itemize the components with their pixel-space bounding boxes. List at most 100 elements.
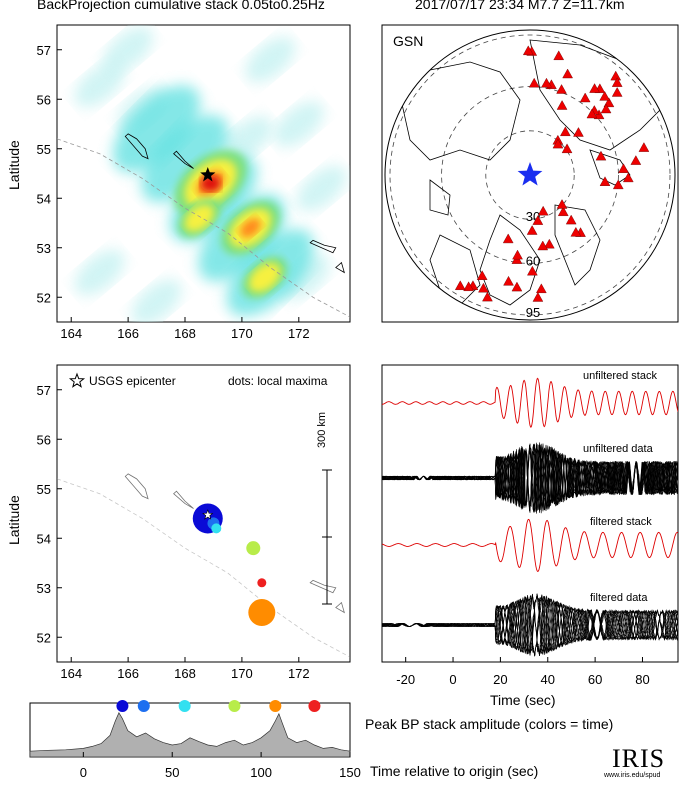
- station-triangle: [630, 155, 642, 165]
- scale-bar-label: 300 km: [316, 411, 328, 448]
- time-marker-dot: [116, 700, 129, 712]
- faint-blob: [131, 279, 182, 322]
- x-tick-label: 0: [449, 672, 456, 687]
- time-marker-dot: [228, 700, 241, 712]
- cyan-band: [141, 115, 229, 203]
- waveform: [382, 596, 678, 657]
- x-tick-label: 40: [541, 672, 555, 687]
- faint-blob: [245, 36, 296, 83]
- station-triangle: [612, 179, 624, 190]
- time-marker-dot: [137, 700, 150, 712]
- station-triangle: [557, 206, 569, 217]
- x-tick-label: 20: [493, 672, 507, 687]
- x-tick-label: 100: [250, 765, 272, 780]
- x-tick-label: 50: [165, 765, 179, 780]
- island-outline: [173, 490, 194, 509]
- bp-ylabel: Latitude: [6, 140, 22, 190]
- hotspot-orange: [240, 218, 261, 238]
- station-triangle: [526, 225, 538, 235]
- island-outline: [309, 239, 337, 254]
- x-tick-label: 170: [231, 666, 253, 681]
- x-tick-label: 172: [288, 666, 310, 681]
- coastline-group: [57, 473, 350, 658]
- y-tick-label: 53: [37, 241, 51, 256]
- ring-label: 60: [526, 253, 540, 268]
- station-triangle: [565, 214, 577, 225]
- station-triangle: [599, 91, 611, 101]
- cyan-band: [112, 85, 201, 173]
- station-triangle: [532, 292, 544, 302]
- x-tick-label: 170: [231, 326, 253, 341]
- y-tick-label: 56: [37, 92, 51, 107]
- x-tick-label: 168: [174, 666, 196, 681]
- station-triangle: [589, 83, 600, 93]
- waveform: [382, 594, 678, 655]
- station-triangle: [552, 138, 564, 149]
- station-triangle: [454, 280, 466, 290]
- station-triangle: [638, 142, 650, 152]
- waveform: [382, 445, 678, 510]
- station-triangle: [556, 199, 568, 209]
- station-network-label: GSN: [393, 33, 424, 49]
- station-triangle: [528, 77, 540, 88]
- waveform: [382, 443, 678, 512]
- y-tick-label: 55: [37, 482, 51, 497]
- x-tick-label: 166: [117, 326, 139, 341]
- station-triangle: [532, 215, 544, 225]
- seismogram-panel: -20 0 20 40 60 80: [381, 364, 679, 687]
- station-triangle: [476, 270, 488, 280]
- x-tick-label: 164: [60, 326, 82, 341]
- station-triangle: [556, 84, 567, 94]
- station-triangle: [618, 163, 629, 173]
- y-tick-label: 56: [37, 432, 51, 447]
- trace-label-filtered-stack: filtered stack: [590, 516, 652, 528]
- bp-heatmap-panel: 164 166 168 170 172 52 53 54 55 56 57: [37, 24, 351, 341]
- hotspot-yellow: [184, 204, 214, 232]
- legend-epicenter-label: USGS epicenter: [89, 374, 176, 388]
- station-triangle: [570, 226, 582, 237]
- peak-area: [29, 712, 351, 758]
- station-triangle: [573, 127, 584, 137]
- station-triangle: [586, 108, 598, 119]
- y-tick-label: 53: [37, 581, 51, 596]
- local-maximum-dot: [211, 523, 222, 534]
- waveform: [382, 377, 678, 428]
- time-marker-dot: [308, 700, 321, 712]
- x-tick-label: -20: [396, 672, 415, 687]
- epicenter-star: [200, 167, 216, 182]
- station-triangle: [511, 281, 523, 292]
- station-triangle: [562, 68, 573, 79]
- iris-url: www.iris.edu/spud: [604, 772, 661, 779]
- y-tick-label: 57: [37, 383, 51, 398]
- plate-boundary: [57, 138, 350, 318]
- faint-blob: [74, 61, 125, 108]
- waveform: [382, 518, 678, 573]
- x-tick-label: 166: [117, 666, 139, 681]
- station-triangle: [611, 87, 623, 97]
- station-triangle: [537, 205, 549, 216]
- island-outline: [124, 473, 149, 500]
- continent-outline: [554, 204, 601, 286]
- island-outline: [173, 150, 194, 169]
- ring-label: 95: [526, 305, 540, 320]
- iris-logo: IRIS: [612, 744, 666, 773]
- map-horizon: [384, 29, 676, 321]
- trace-label-unfiltered-data: unfiltered data: [583, 443, 653, 455]
- station-triangle: [579, 92, 591, 103]
- y-tick-label: 55: [37, 142, 51, 157]
- plate-boundary: [57, 478, 350, 658]
- faint-blob: [74, 249, 125, 296]
- seismogram-xlabel: Time (sec): [490, 692, 556, 708]
- station-triangle: [560, 126, 571, 137]
- hotspot-yellow: [249, 262, 281, 292]
- event-title: 2017/07/17 23:34 M7.7 Z=11.7km: [415, 0, 625, 12]
- peak-caption: Peak BP stack amplitude (colors = time): [365, 716, 614, 732]
- island-outline: [335, 261, 345, 274]
- station-triangle: [622, 172, 634, 183]
- source-star-icon: [517, 162, 543, 186]
- time-marker-dot: [178, 700, 191, 712]
- x-tick-label: 172: [288, 326, 310, 341]
- maxima-ylabel: Latitude: [6, 495, 22, 545]
- continent-outline: [589, 149, 631, 186]
- station-triangle: [502, 233, 514, 244]
